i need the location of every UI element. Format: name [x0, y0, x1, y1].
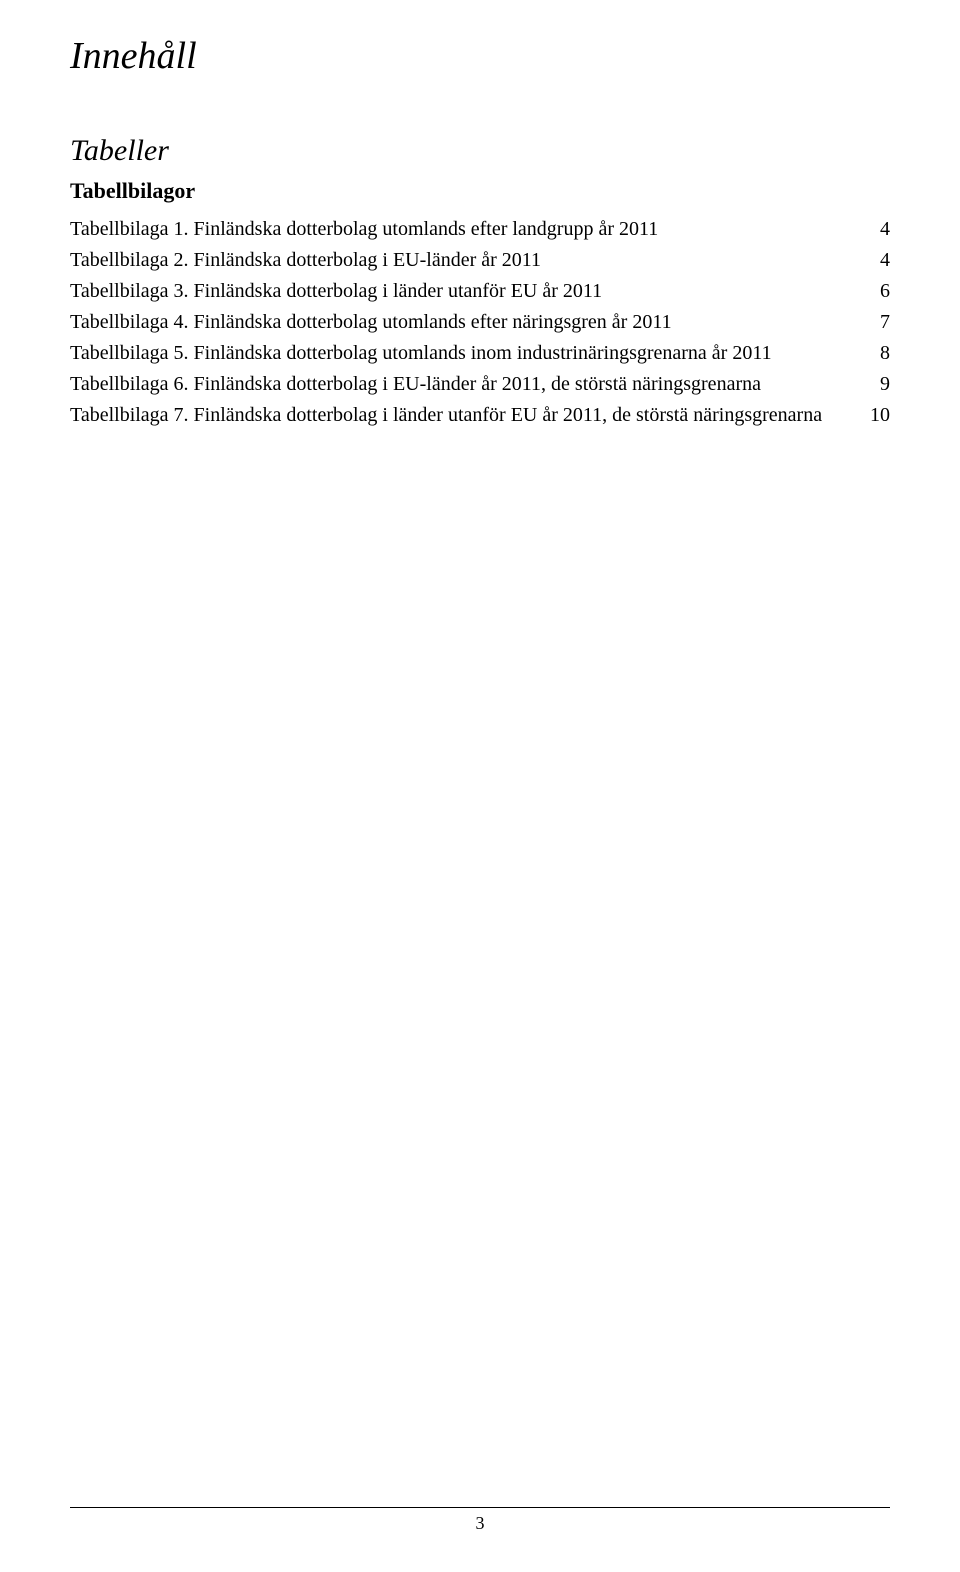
- toc-entry: Tabellbilaga 5. Finländska dotterbolag u…: [70, 338, 890, 369]
- toc-page: 8: [878, 338, 890, 369]
- toc-page: 7: [878, 307, 890, 338]
- toc-label: Tabellbilaga 1. Finländska dotterbolag u…: [70, 214, 658, 245]
- toc-label: Tabellbilaga 6. Finländska dotterbolag i…: [70, 369, 761, 400]
- toc-list: Tabellbilaga 1. Finländska dotterbolag u…: [70, 214, 890, 431]
- toc-page: 9: [878, 369, 890, 400]
- toc-page: 4: [878, 214, 890, 245]
- toc-label: Tabellbilaga 5. Finländska dotterbolag u…: [70, 338, 772, 369]
- toc-entry: Tabellbilaga 6. Finländska dotterbolag i…: [70, 369, 890, 400]
- subsection-title: Tabellbilagor: [70, 178, 890, 204]
- toc-entry: Tabellbilaga 1. Finländska dotterbolag u…: [70, 214, 890, 245]
- toc-label: Tabellbilaga 3. Finländska dotterbolag i…: [70, 276, 602, 307]
- toc-entry: Tabellbilaga 7. Finländska dotterbolag i…: [70, 400, 890, 431]
- toc-label: Tabellbilaga 7. Finländska dotterbolag i…: [70, 400, 822, 431]
- toc-page: 10: [868, 400, 890, 431]
- toc-entry: Tabellbilaga 2. Finländska dotterbolag i…: [70, 245, 890, 276]
- toc-entry: Tabellbilaga 4. Finländska dotterbolag u…: [70, 307, 890, 338]
- toc-label: Tabellbilaga 2. Finländska dotterbolag i…: [70, 245, 541, 276]
- page-number: 3: [0, 1513, 960, 1534]
- toc-label: Tabellbilaga 4. Finländska dotterbolag u…: [70, 307, 672, 338]
- toc-entry: Tabellbilaga 3. Finländska dotterbolag i…: [70, 276, 890, 307]
- toc-page: 4: [878, 245, 890, 276]
- section-title: Tabeller: [70, 134, 890, 168]
- page: Innehåll Tabeller Tabellbilagor Tabellbi…: [0, 0, 960, 1572]
- footer-divider: [70, 1507, 890, 1508]
- toc-page: 6: [878, 276, 890, 307]
- document-title: Innehåll: [70, 34, 890, 78]
